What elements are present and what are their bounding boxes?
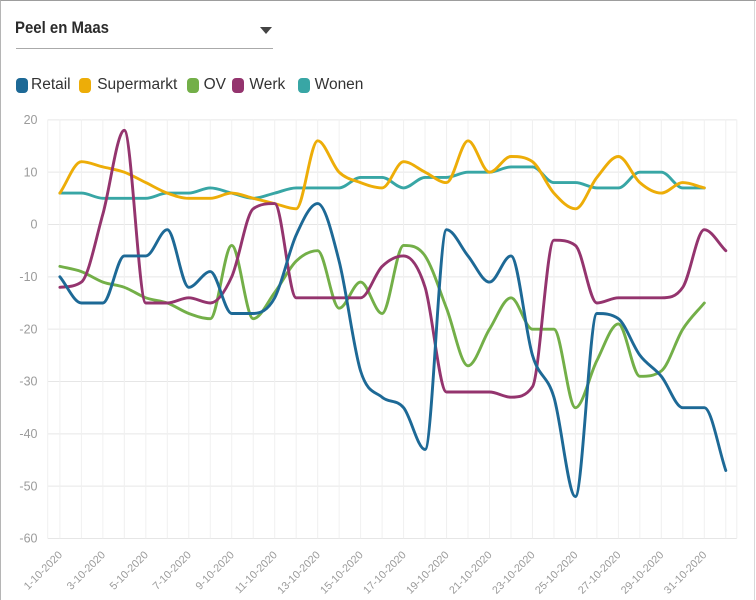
svg-text:7-10-2020: 7-10-2020: [151, 549, 194, 592]
svg-text:17-10-2020: 17-10-2020: [361, 549, 409, 597]
svg-text:3-10-2020: 3-10-2020: [65, 549, 108, 592]
svg-text:10: 10: [24, 165, 38, 179]
svg-text:29-10-2020: 29-10-2020: [619, 549, 667, 597]
svg-text:-10: -10: [19, 270, 37, 284]
svg-text:1-10-2020: 1-10-2020: [22, 549, 65, 592]
svg-text:-30: -30: [19, 375, 37, 389]
svg-text:-20: -20: [19, 322, 37, 336]
svg-text:5-10-2020: 5-10-2020: [108, 549, 151, 592]
svg-text:9-10-2020: 9-10-2020: [194, 549, 237, 592]
svg-text:27-10-2020: 27-10-2020: [576, 549, 624, 597]
svg-text:-60: -60: [19, 532, 37, 546]
svg-text:21-10-2020: 21-10-2020: [447, 549, 495, 597]
svg-text:15-10-2020: 15-10-2020: [318, 549, 366, 597]
svg-text:23-10-2020: 23-10-2020: [490, 549, 538, 597]
svg-text:19-10-2020: 19-10-2020: [404, 549, 452, 597]
svg-text:-40: -40: [19, 427, 37, 441]
svg-text:25-10-2020: 25-10-2020: [533, 549, 581, 597]
svg-text:13-10-2020: 13-10-2020: [275, 549, 323, 597]
svg-text:0: 0: [31, 218, 38, 232]
svg-text:20: 20: [24, 113, 38, 127]
svg-text:11-10-2020: 11-10-2020: [233, 549, 280, 596]
svg-text:-50: -50: [19, 479, 37, 493]
svg-text:31-10-2020: 31-10-2020: [662, 549, 710, 597]
